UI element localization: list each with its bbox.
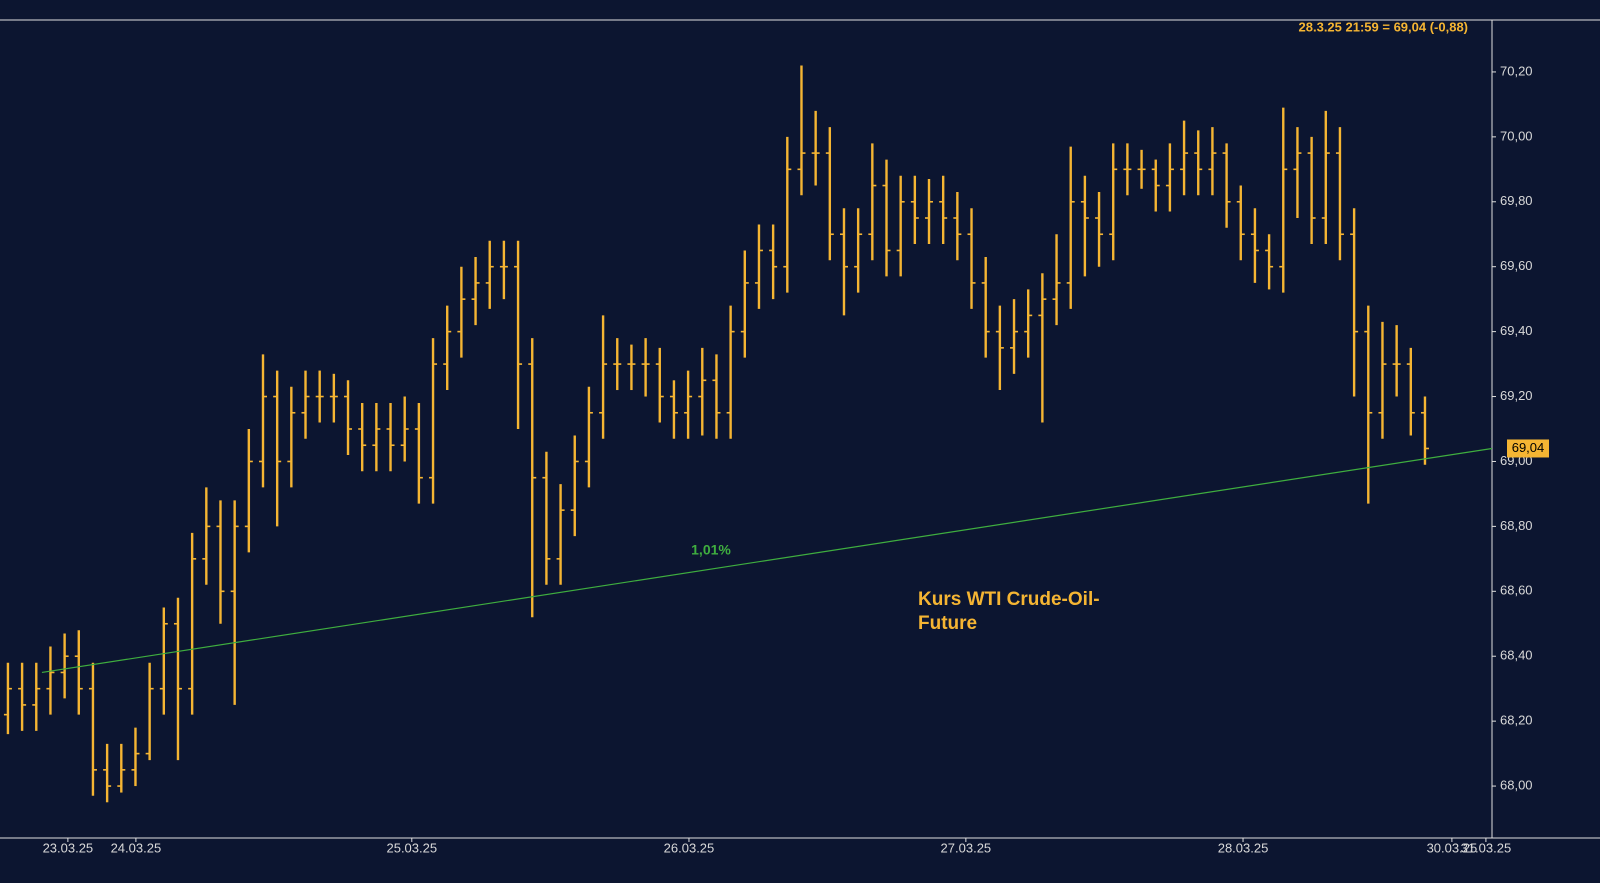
y-tick-label: 69,80 <box>1500 193 1533 208</box>
y-tick-label: 68,40 <box>1500 648 1533 663</box>
y-tick-label: 68,00 <box>1500 778 1533 793</box>
x-tick-label: 28.03.25 <box>1218 840 1269 855</box>
y-tick-label: 69,40 <box>1500 323 1533 338</box>
x-tick-label: 27.03.25 <box>941 840 992 855</box>
y-tick-label: 70,20 <box>1500 63 1533 78</box>
x-tick-label: 26.03.25 <box>664 840 715 855</box>
x-tick-label: 24.03.25 <box>111 840 162 855</box>
y-tick-label: 69,20 <box>1500 388 1533 403</box>
x-tick-label: 30.03.25 <box>1427 840 1478 855</box>
trendline <box>41 447 1493 674</box>
x-tick-label: 23.03.25 <box>43 840 94 855</box>
y-tick-label: 68,20 <box>1500 713 1533 728</box>
y-tick-label: 68,60 <box>1500 583 1533 598</box>
y-tick-label: 69,60 <box>1500 258 1533 273</box>
trendline-label: 1,01% <box>691 542 731 558</box>
header: 28.3.25 21:59 = 69,04 (-0,88) <box>1299 19 1468 34</box>
last-price-box <box>1507 439 1549 458</box>
last-price-label: 69,04 <box>1512 440 1545 455</box>
x-tick-label: 25.03.25 <box>386 840 437 855</box>
y-tick-label: 70,00 <box>1500 128 1533 143</box>
x-tick-label: 31.03.25 <box>1461 840 1512 855</box>
annotation: Kurs WTI Crude-Oil-Future <box>918 589 1100 634</box>
y-tick-label: 68,80 <box>1500 518 1533 533</box>
